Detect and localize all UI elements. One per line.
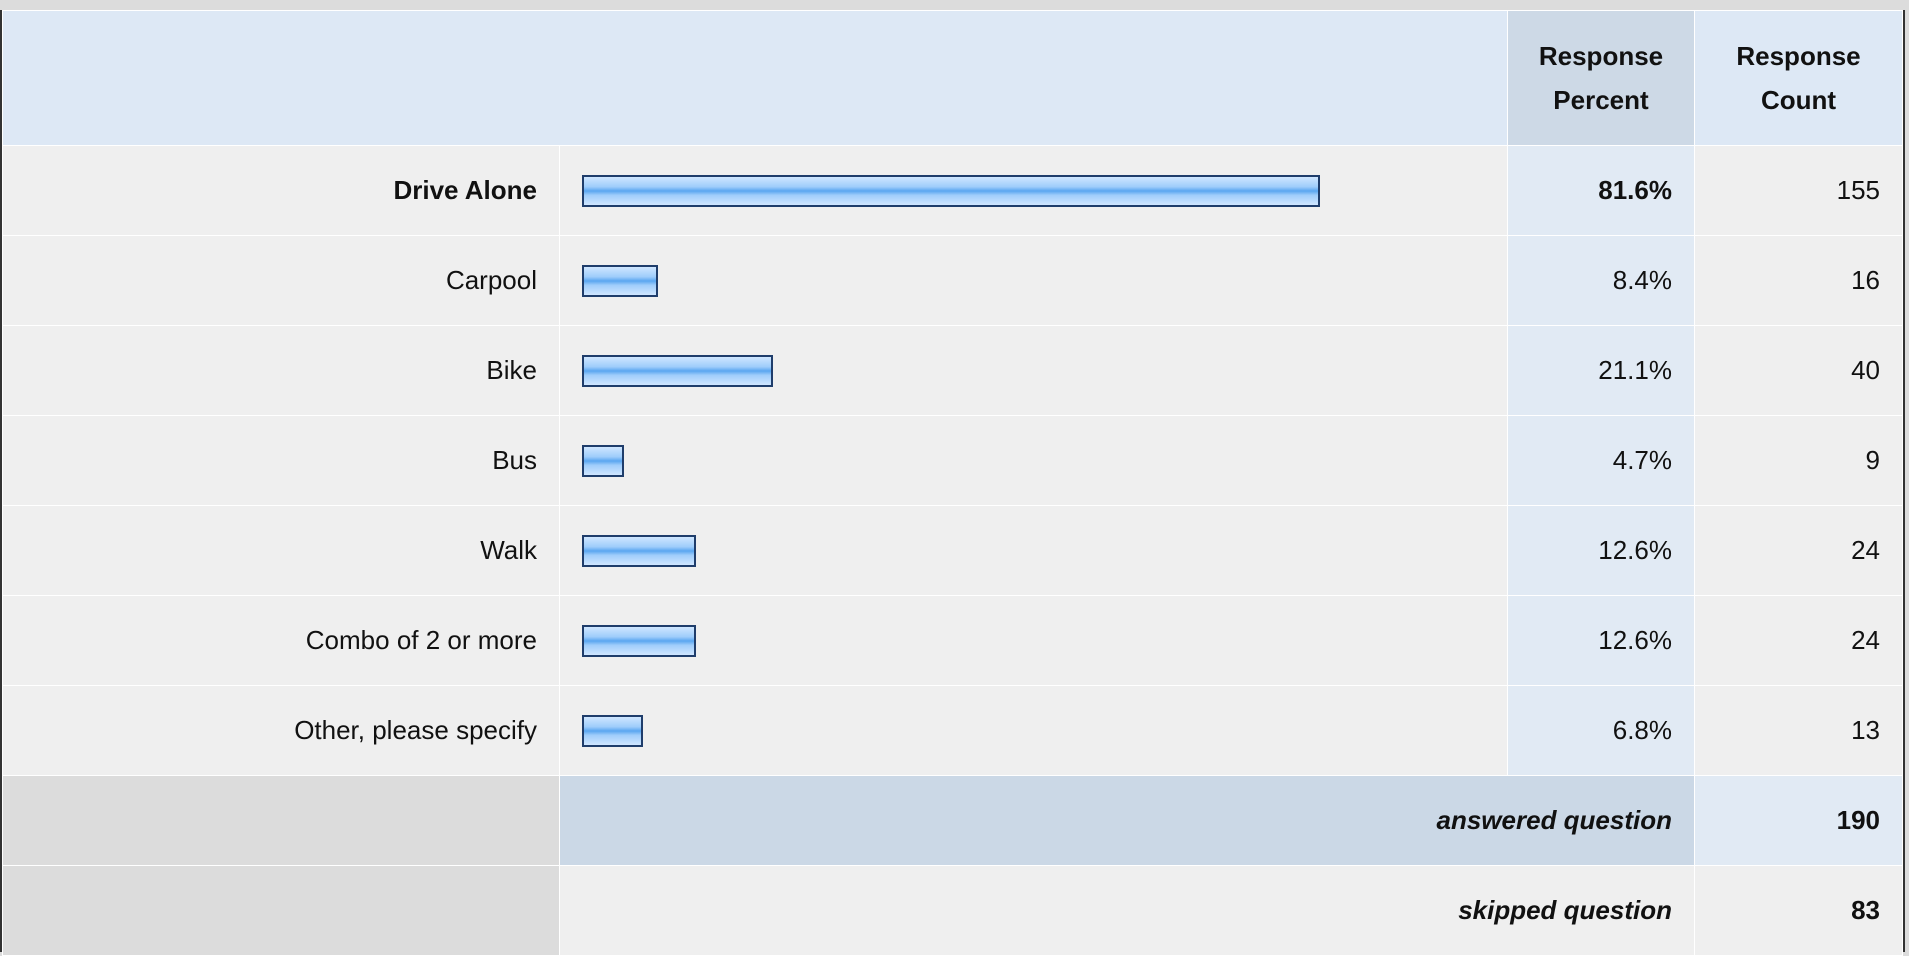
bar-cell: [559, 505, 1508, 596]
response-count: 24: [1694, 505, 1903, 596]
skipped-row: skipped question 83: [2, 865, 1903, 956]
answered-label: answered question: [559, 775, 1695, 866]
results-panel: Response Percent Response Count Drive Al…: [0, 10, 1905, 956]
bar: [582, 354, 773, 387]
results-table: Response Percent Response Count Drive Al…: [2, 10, 1903, 956]
answer-row: Walk 12.6% 24: [2, 505, 1903, 596]
response-percent: 12.6%: [1507, 595, 1695, 686]
bar: [582, 534, 696, 567]
answered-row: answered question 190: [2, 775, 1903, 866]
answer-row: Bike 21.1% 40: [2, 325, 1903, 416]
blank: [2, 865, 560, 956]
bar: [582, 624, 696, 657]
answered-count: 190: [1694, 775, 1903, 866]
header-blank: [2, 10, 1508, 146]
answer-label: Combo of 2 or more: [2, 595, 560, 686]
bar-cell: [559, 145, 1508, 236]
response-percent: 21.1%: [1507, 325, 1695, 416]
bar-cell: [559, 235, 1508, 326]
answer-row: Carpool 8.4% 16: [2, 235, 1903, 326]
answer-label: Bike: [2, 325, 560, 416]
bar: [582, 714, 644, 747]
response-percent: 81.6%: [1507, 145, 1695, 236]
bar: [582, 444, 625, 477]
response-percent: 4.7%: [1507, 415, 1695, 506]
answer-row: Combo of 2 or more 12.6% 24: [2, 595, 1903, 686]
header-row: Response Percent Response Count: [2, 10, 1903, 146]
answer-row: Bus 4.7% 9: [2, 415, 1903, 506]
bar-cell: [559, 595, 1508, 686]
answer-label: Other, please specify: [2, 685, 560, 776]
response-count: 13: [1694, 685, 1903, 776]
response-percent: 8.4%: [1507, 235, 1695, 326]
answer-label: Bus: [2, 415, 560, 506]
response-count: 16: [1694, 235, 1903, 326]
bar-cell: [559, 415, 1508, 506]
response-count: 24: [1694, 595, 1903, 686]
answer-label: Drive Alone: [2, 145, 560, 236]
answer-label: Walk: [2, 505, 560, 596]
response-percent: 6.8%: [1507, 685, 1695, 776]
bar-cell: [559, 685, 1508, 776]
column-header: Response Count: [1694, 10, 1903, 146]
bar: [582, 264, 658, 297]
blank: [2, 775, 560, 866]
skipped-count: 83: [1694, 865, 1903, 956]
table-body: Drive Alone 81.6% 155 Carpool 8.4% 16 Bike 21.1…: [2, 145, 1903, 956]
response-count: 155: [1694, 145, 1903, 236]
response-count: 9: [1694, 415, 1903, 506]
bar-cell: [559, 325, 1508, 416]
response-count: 40: [1694, 325, 1903, 416]
response-percent: 12.6%: [1507, 505, 1695, 596]
answer-row: Drive Alone 81.6% 155: [2, 145, 1903, 236]
column-header: Response Percent: [1507, 10, 1695, 146]
answer-label: Carpool: [2, 235, 560, 326]
answer-row: Other, please specify 6.8% 13: [2, 685, 1903, 776]
bar: [582, 174, 1320, 207]
skipped-label: skipped question: [559, 865, 1695, 956]
